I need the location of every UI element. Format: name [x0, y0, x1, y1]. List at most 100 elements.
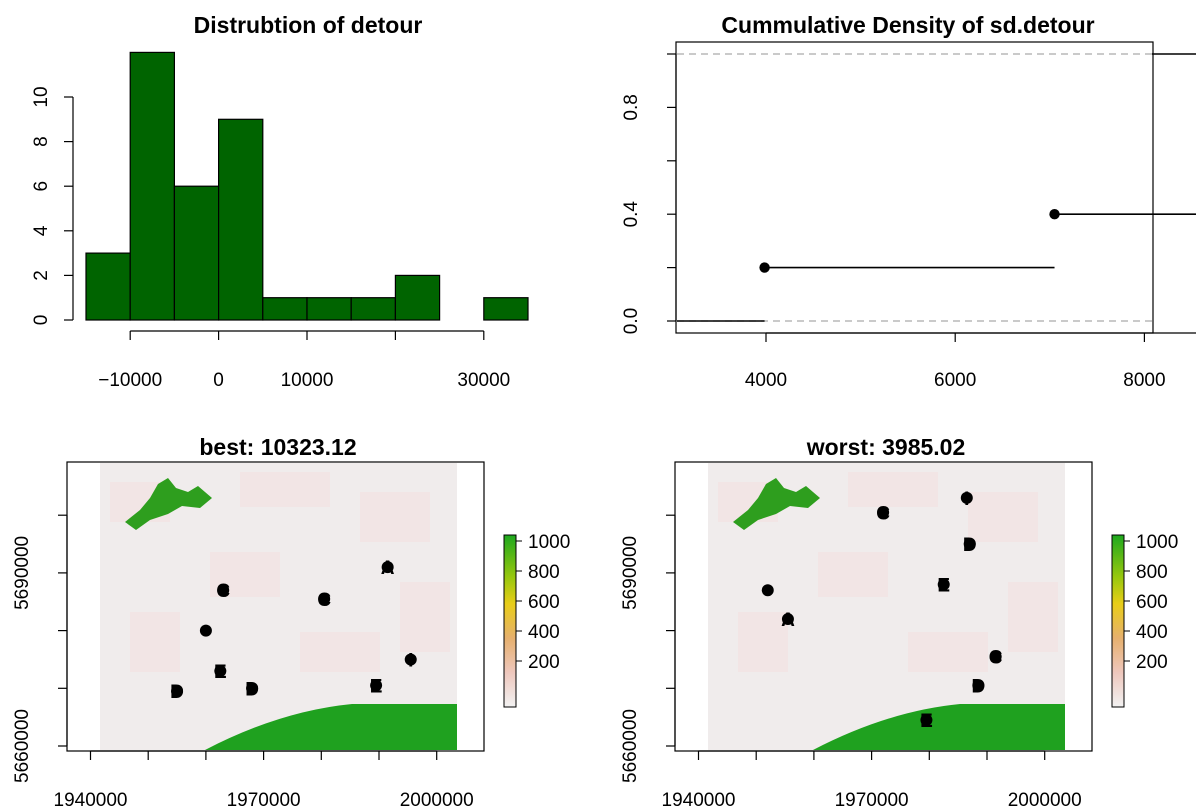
map-raster-patch [968, 492, 1038, 542]
ecdf-title: Cummulative Density of sd.detour [721, 12, 1094, 38]
ecdf-y-tick-label: 0.4 [621, 201, 642, 228]
histogram-y-tick-label: 10 [31, 86, 52, 107]
map-legend-tick-label: 600 [528, 592, 560, 613]
map-forest-area [733, 478, 820, 530]
map-point [960, 491, 973, 504]
map-point [199, 624, 212, 637]
map-legend: 1000 800 600 400 200 [1111, 532, 1178, 708]
map-y-axis: 5660000 5690000 [12, 514, 68, 783]
map-point-label: E [920, 711, 933, 732]
ecdf-panel: Cummulative Density of sd.detour 4000 600… [621, 12, 1196, 391]
histogram-y-tick-label: 0 [31, 315, 52, 326]
map-point [937, 578, 950, 591]
histogram-bar [218, 118, 264, 321]
map-point-label: C [216, 581, 230, 602]
worst-map-panel: worst: 3985.02 1940000 1970000 2000000 5660… [620, 434, 1178, 811]
map-point-label: A [381, 558, 395, 579]
map-point [214, 664, 227, 677]
map-raster-patch [400, 582, 450, 652]
map-y-tick-label: 5690000 [620, 536, 641, 610]
map-raster-patch [360, 492, 430, 542]
ecdf-plot [677, 53, 1196, 322]
map-legend-tick-label: 800 [1136, 562, 1168, 583]
histogram-y-tick-label: 8 [31, 136, 52, 147]
map-y-tick-label: 5690000 [12, 536, 33, 610]
map-x-tick-label: 2000000 [400, 790, 474, 811]
map-point-label: C [317, 590, 331, 611]
map-point [404, 653, 417, 666]
histogram-y-tick-label: 2 [31, 270, 52, 281]
histogram-bar [85, 252, 131, 321]
ecdf-point [1049, 209, 1060, 220]
map-point [246, 682, 259, 695]
map-point [963, 538, 976, 551]
ecdf-point [759, 262, 770, 273]
map-point [877, 506, 890, 519]
worst-map: 1940000 1970000 200000056600005690000ICDEA… [620, 461, 1178, 811]
ecdf-y-axis: 0.0 0.4 0.8 [621, 53, 677, 334]
map-point-label: I [408, 650, 413, 671]
map-y-tick-label: 5660000 [620, 709, 641, 783]
map-point-label: E [937, 575, 950, 596]
histogram-bar [483, 297, 529, 321]
map-point [370, 679, 383, 692]
map-legend-tick-label: 1000 [528, 532, 570, 553]
map-legend-tick-label: 600 [1136, 592, 1168, 613]
ecdf-y-tick-label: 0.0 [621, 308, 642, 334]
map-raster-patch [130, 612, 180, 672]
histogram-bar [173, 185, 220, 321]
histogram-x-axis: −10000 0 10000 30000 [98, 330, 510, 391]
ecdf-plot-box [675, 41, 1154, 334]
map-raster-patch [1008, 582, 1058, 652]
histogram-x-tick-label: 0 [213, 370, 224, 391]
map-point [171, 685, 184, 698]
map-legend-tick-label: 200 [1136, 652, 1168, 673]
map-legend-tick-label: 1000 [1136, 532, 1178, 553]
map-legend-tick-label: 200 [528, 652, 560, 673]
histogram-bar [306, 297, 352, 321]
histogram-x-tick-label: −10000 [98, 370, 162, 391]
best-map: 1940000 1970000 2000000 5660000 5690000 A C C I E… [12, 461, 570, 811]
map-point [989, 650, 1002, 663]
map-raster-patch [240, 472, 330, 507]
map-legend-tick-label: 800 [528, 562, 560, 583]
map-y-axis: 5660000 5690000 [620, 514, 676, 783]
map-point-label: D [170, 682, 184, 703]
histogram-bar [129, 51, 175, 321]
map-legend-bar [1111, 534, 1125, 708]
best-map-title: best: 10323.12 [199, 434, 356, 460]
map-point-label: C [876, 503, 890, 524]
histogram-x-tick-label: 30000 [457, 370, 510, 391]
ecdf-x-axis: 4000600080001000012000 [745, 332, 1196, 391]
map-point-label: D [245, 679, 259, 700]
map-point-label: D [963, 535, 977, 556]
map-point-label: C [989, 648, 1003, 669]
map-forest-area [125, 478, 212, 530]
histogram-bars [85, 51, 529, 321]
map-raster-patch [300, 632, 380, 672]
map-x-axis: 1940000 1970000 2000000 [54, 750, 474, 811]
histogram-bar [262, 297, 308, 321]
ecdf-x-tick-label: 4000 [745, 370, 787, 391]
map-point [381, 561, 394, 574]
ecdf-y-tick-label: 0.8 [621, 94, 642, 120]
map-sea-area [205, 704, 457, 750]
histogram-panel: Distrubtion of detour −10000 0 10000 30000 … [31, 12, 529, 391]
map-raster-patch [908, 632, 988, 672]
map-legend-bar [503, 534, 517, 708]
map-sea-area [813, 704, 1065, 750]
histogram-y-tick-label: 6 [31, 181, 52, 192]
map-y-tick-label: 5660000 [12, 709, 33, 783]
map-x-tick-label: 2000000 [1008, 790, 1082, 811]
map-point-label: D [971, 676, 985, 697]
map-point-label: I [964, 489, 969, 510]
map-x-axis: 1940000 1970000 2000000 [662, 750, 1082, 811]
map-x-tick-label: 1940000 [54, 790, 128, 811]
map-raster-patch [818, 552, 888, 597]
ecdf-x-tick-label: 8000 [1123, 370, 1165, 391]
ecdf-x-tick-label: 6000 [934, 370, 976, 391]
histogram-title: Distrubtion of detour [194, 12, 423, 38]
map-point-label: E [370, 676, 383, 697]
